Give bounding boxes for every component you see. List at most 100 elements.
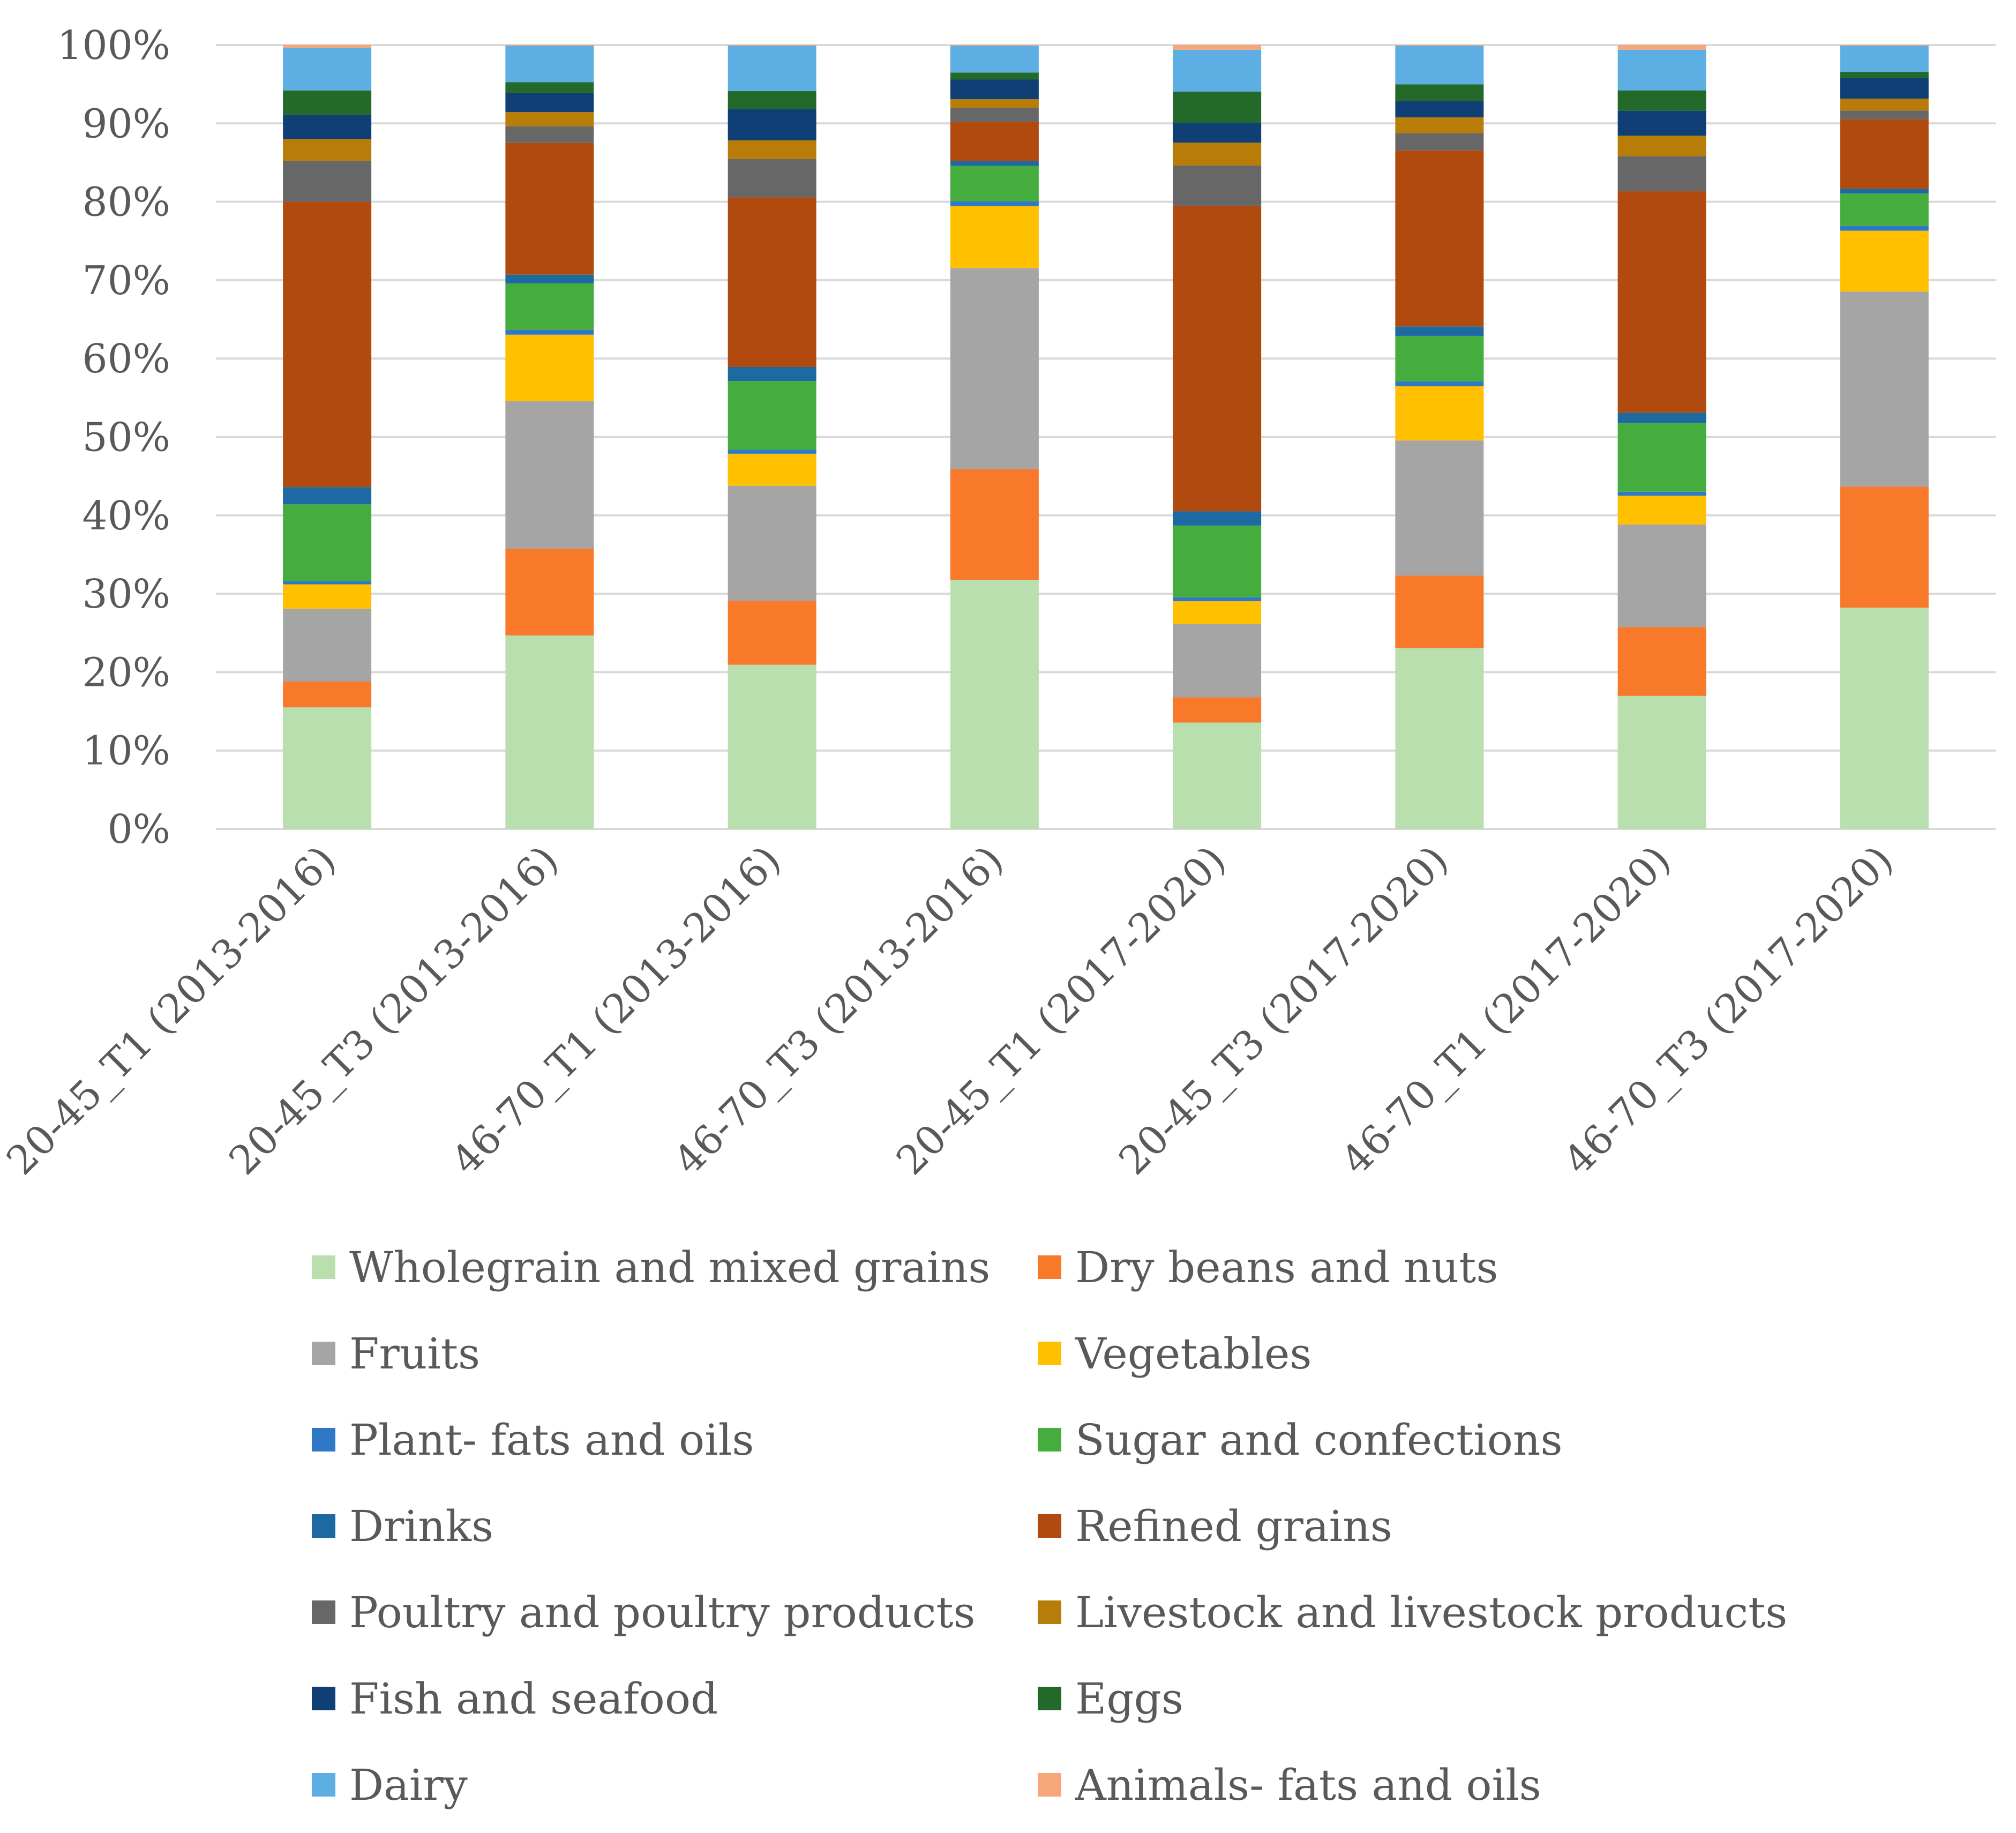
bar-segment xyxy=(728,453,816,486)
bar-segment xyxy=(283,90,372,115)
legend-label: Wholegrain and mixed grains xyxy=(349,1243,990,1292)
bar-segment xyxy=(1840,119,1929,189)
bar-segment xyxy=(728,109,816,140)
x-axis-category-labels: 20-45_T1 (2013-2016)20-45_T3 (2013-2016)… xyxy=(0,837,1902,1184)
bar-segment xyxy=(505,635,594,829)
bar-segment xyxy=(950,122,1039,161)
bar-segment xyxy=(283,681,372,708)
bar-segment xyxy=(1395,45,1484,46)
y-tick-label: 40% xyxy=(83,493,170,539)
legend-label: Eggs xyxy=(1075,1674,1183,1724)
legend-item: Dry beans and nuts xyxy=(1038,1243,1498,1292)
bar-segment xyxy=(1617,45,1706,50)
bar-segment xyxy=(1395,84,1484,101)
bar-segment xyxy=(505,143,594,275)
bar-segment xyxy=(1395,381,1484,386)
bar-segment xyxy=(728,601,816,665)
bar-segment xyxy=(1840,72,1929,78)
bar-segment xyxy=(505,126,594,143)
legend-label: Vegetables xyxy=(1075,1329,1311,1379)
bar-segment xyxy=(728,366,816,381)
legend-swatch xyxy=(1038,1773,1061,1797)
legend-item: Dairy xyxy=(312,1760,468,1810)
bar-segment xyxy=(728,159,816,198)
bar-segment xyxy=(283,487,372,505)
bars xyxy=(283,45,1929,829)
bar-segment xyxy=(1840,230,1929,292)
bar-segment xyxy=(283,707,372,829)
bar-segment xyxy=(1840,46,1929,72)
legend-item: Sugar and confections xyxy=(1038,1415,1563,1465)
bar-segment xyxy=(1617,496,1706,525)
legend-swatch xyxy=(312,1600,335,1624)
legend-item: Wholegrain and mixed grains xyxy=(312,1243,990,1292)
bar-segment xyxy=(1840,193,1929,226)
bar-segment xyxy=(728,381,816,450)
bar-segment xyxy=(1173,205,1262,512)
legend-item: Fruits xyxy=(312,1329,480,1379)
bar-segment xyxy=(950,45,1039,46)
legend-item: Livestock and livestock products xyxy=(1038,1588,1787,1637)
bar-segment xyxy=(1617,423,1706,492)
legend-swatch xyxy=(1038,1342,1061,1365)
bar-segment xyxy=(505,45,594,46)
legend-label: Fruits xyxy=(349,1329,480,1379)
bar-segment xyxy=(1395,326,1484,336)
bar-segment xyxy=(1395,440,1484,576)
legend-item: Refined grains xyxy=(1038,1501,1392,1551)
bar-segment xyxy=(1173,601,1262,624)
legend-label: Sugar and confections xyxy=(1075,1415,1563,1465)
legend-label: Dry beans and nuts xyxy=(1075,1243,1498,1292)
bar-segment xyxy=(728,91,816,109)
bar-segment xyxy=(1395,648,1484,829)
bar-segment xyxy=(950,99,1039,108)
bar-segment xyxy=(1395,133,1484,151)
bar-segment xyxy=(283,139,372,161)
legend-label: Animals- fats and oils xyxy=(1075,1760,1541,1810)
legend: Wholegrain and mixed grains Dry beans and… xyxy=(312,1243,1787,1810)
y-axis-ticks: 0% 10% 20% 30% 40% 50% 60% 70% 80% 90% 100% xyxy=(57,23,170,852)
legend-item: Drinks xyxy=(312,1501,493,1551)
bar-segment xyxy=(1840,487,1929,608)
bar-segment xyxy=(950,166,1039,201)
bar-segment xyxy=(1840,226,1929,231)
bar-segment xyxy=(950,108,1039,122)
legend-item: Animals- fats and oils xyxy=(1038,1760,1541,1810)
legend-item: Fish and seafood xyxy=(312,1674,718,1724)
y-tick-label: 70% xyxy=(83,258,170,304)
bar-segment xyxy=(950,268,1039,469)
bar-segment xyxy=(505,334,594,401)
y-tick-label: 60% xyxy=(83,336,170,382)
bar-segment xyxy=(283,581,372,585)
legend-label: Refined grains xyxy=(1075,1501,1392,1551)
legend-swatch xyxy=(1038,1428,1061,1452)
bar-segment xyxy=(1617,695,1706,829)
bar-segment xyxy=(950,46,1039,73)
bar-segment xyxy=(1395,335,1484,382)
legend-swatch xyxy=(1038,1600,1061,1624)
legend-item: Plant- fats and oils xyxy=(312,1415,754,1465)
bar-segment xyxy=(283,115,372,139)
y-tick-label: 0% xyxy=(108,806,170,852)
bar-segment xyxy=(1173,165,1262,206)
bar-segment xyxy=(1173,697,1262,723)
bar-segment xyxy=(1173,91,1262,123)
legend-swatch xyxy=(312,1687,335,1710)
bar-segment xyxy=(1395,117,1484,133)
bar-segment xyxy=(1840,608,1929,829)
bar-segment xyxy=(1617,191,1706,413)
bar-segment xyxy=(1617,136,1706,156)
bar-segment xyxy=(1617,525,1706,627)
bar-segment xyxy=(1173,45,1262,50)
legend-swatch xyxy=(1038,1255,1061,1279)
legend-label: Plant- fats and oils xyxy=(349,1415,754,1465)
bar-segment xyxy=(1840,291,1929,487)
bar-segment xyxy=(283,48,372,91)
bar-segment xyxy=(505,283,594,330)
bar-segment xyxy=(283,608,372,682)
bar-segment xyxy=(728,450,816,454)
y-tick-label: 30% xyxy=(83,571,170,617)
bar-segment xyxy=(1840,189,1929,194)
legend-item: Vegetables xyxy=(1038,1329,1311,1379)
bar-segment xyxy=(505,274,594,283)
